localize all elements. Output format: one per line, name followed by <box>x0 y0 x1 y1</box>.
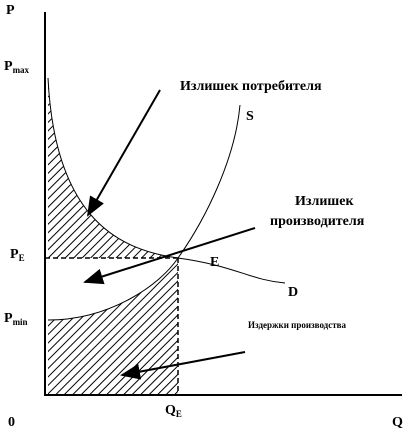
consumer-surplus-label: Излишек потребителя <box>180 79 322 94</box>
arrow <box>83 227 256 285</box>
pmax-label: Pmax <box>4 59 30 75</box>
production-cost-area <box>48 258 178 395</box>
producer-surplus-label: производителя <box>270 214 365 229</box>
y-axis-label: P <box>6 3 15 18</box>
x-axis-label: Q <box>392 415 403 430</box>
demand-label: D <box>288 285 298 300</box>
origin-label: 0 <box>8 415 15 430</box>
pe-label: PE <box>10 247 25 263</box>
arrow <box>87 89 161 217</box>
arrow <box>120 351 246 380</box>
demand-curve <box>47 77 286 284</box>
supply-curve <box>47 104 241 321</box>
qe-label: QE <box>165 403 182 419</box>
pmin-label: Pmin <box>4 311 28 327</box>
consumer-surplus-area <box>48 80 178 258</box>
production-costs-label: Издержки производства <box>248 320 347 330</box>
supply-label: S <box>246 109 254 124</box>
equilibrium-label: E <box>210 255 219 270</box>
producer-surplus-label: Излишек <box>295 194 354 209</box>
